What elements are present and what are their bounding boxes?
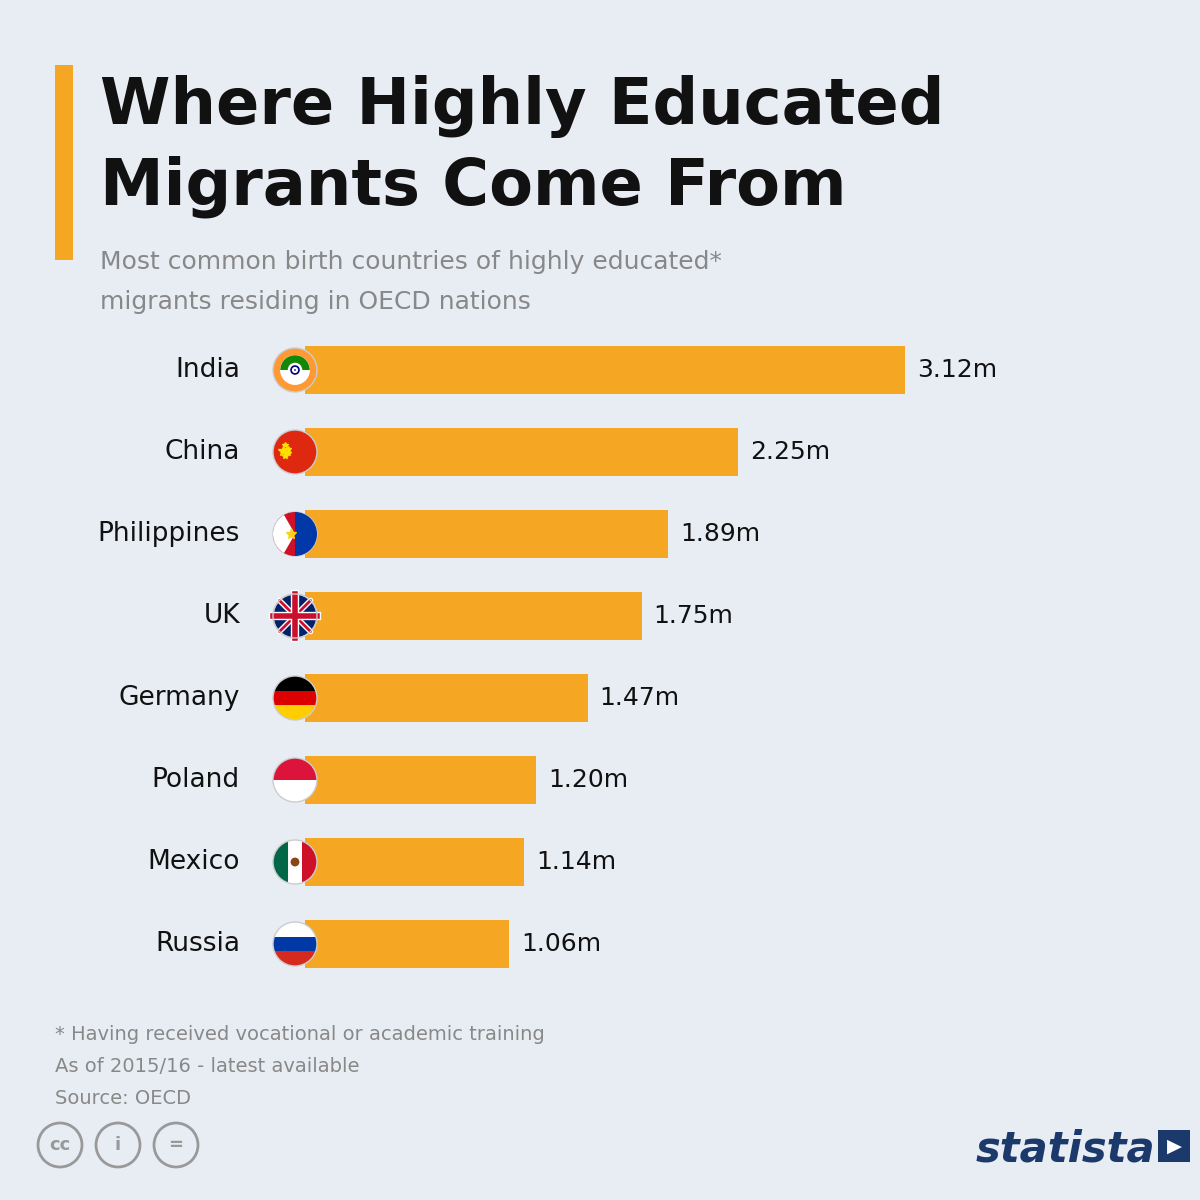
Text: * Having received vocational or academic training: * Having received vocational or academic… <box>55 1025 545 1044</box>
Bar <box>274 840 288 884</box>
Circle shape <box>274 922 317 966</box>
Text: UK: UK <box>203 602 240 629</box>
FancyBboxPatch shape <box>305 510 668 558</box>
Text: Most common birth countries of highly educated*: Most common birth countries of highly ed… <box>100 250 722 274</box>
Circle shape <box>274 840 317 884</box>
FancyBboxPatch shape <box>305 756 535 804</box>
Bar <box>274 676 317 691</box>
FancyBboxPatch shape <box>305 428 738 476</box>
Circle shape <box>274 758 317 802</box>
Text: ▶: ▶ <box>1166 1136 1182 1156</box>
Text: Source: OECD: Source: OECD <box>55 1090 191 1108</box>
Text: i: i <box>115 1136 121 1154</box>
Bar <box>274 952 317 966</box>
Circle shape <box>274 430 317 474</box>
Circle shape <box>281 355 310 385</box>
FancyBboxPatch shape <box>1158 1130 1190 1162</box>
Circle shape <box>274 676 317 720</box>
FancyBboxPatch shape <box>55 65 73 260</box>
FancyBboxPatch shape <box>305 674 588 722</box>
Text: 1.75m: 1.75m <box>654 604 733 628</box>
Wedge shape <box>274 512 295 556</box>
Text: 1.47m: 1.47m <box>600 686 680 710</box>
Text: 1.20m: 1.20m <box>547 768 628 792</box>
Wedge shape <box>274 515 295 553</box>
Text: 1.89m: 1.89m <box>680 522 761 546</box>
Text: migrants residing in OECD nations: migrants residing in OECD nations <box>100 290 530 314</box>
FancyBboxPatch shape <box>305 920 509 968</box>
Text: Poland: Poland <box>152 767 240 793</box>
Text: Mexico: Mexico <box>148 850 240 875</box>
Text: Russia: Russia <box>155 931 240 958</box>
Wedge shape <box>274 758 317 780</box>
Bar <box>274 706 317 720</box>
Text: 2.25m: 2.25m <box>750 440 830 464</box>
Wedge shape <box>274 348 317 392</box>
Text: India: India <box>175 358 240 383</box>
Text: As of 2015/16 - latest available: As of 2015/16 - latest available <box>55 1057 360 1076</box>
Text: =: = <box>168 1136 184 1154</box>
Bar <box>274 922 317 937</box>
Text: Germany: Germany <box>119 685 240 710</box>
Text: 3.12m: 3.12m <box>917 358 997 382</box>
Text: Where Highly Educated: Where Highly Educated <box>100 74 944 138</box>
Text: statista: statista <box>976 1128 1154 1170</box>
FancyBboxPatch shape <box>305 346 905 394</box>
Bar <box>302 840 317 884</box>
Circle shape <box>274 512 317 556</box>
Wedge shape <box>274 348 317 392</box>
Text: China: China <box>164 439 240 464</box>
Wedge shape <box>295 512 317 556</box>
Circle shape <box>288 362 302 377</box>
Text: 1.14m: 1.14m <box>536 850 617 874</box>
FancyBboxPatch shape <box>305 838 524 886</box>
Bar <box>274 937 317 952</box>
Circle shape <box>274 594 317 638</box>
FancyBboxPatch shape <box>305 592 642 640</box>
Text: Philippines: Philippines <box>97 521 240 547</box>
Text: Migrants Come From: Migrants Come From <box>100 155 846 217</box>
Circle shape <box>294 370 296 371</box>
Text: 1.06m: 1.06m <box>521 932 601 956</box>
Text: cc: cc <box>49 1136 71 1154</box>
Circle shape <box>290 858 300 866</box>
Bar <box>274 691 317 706</box>
Wedge shape <box>281 355 310 370</box>
